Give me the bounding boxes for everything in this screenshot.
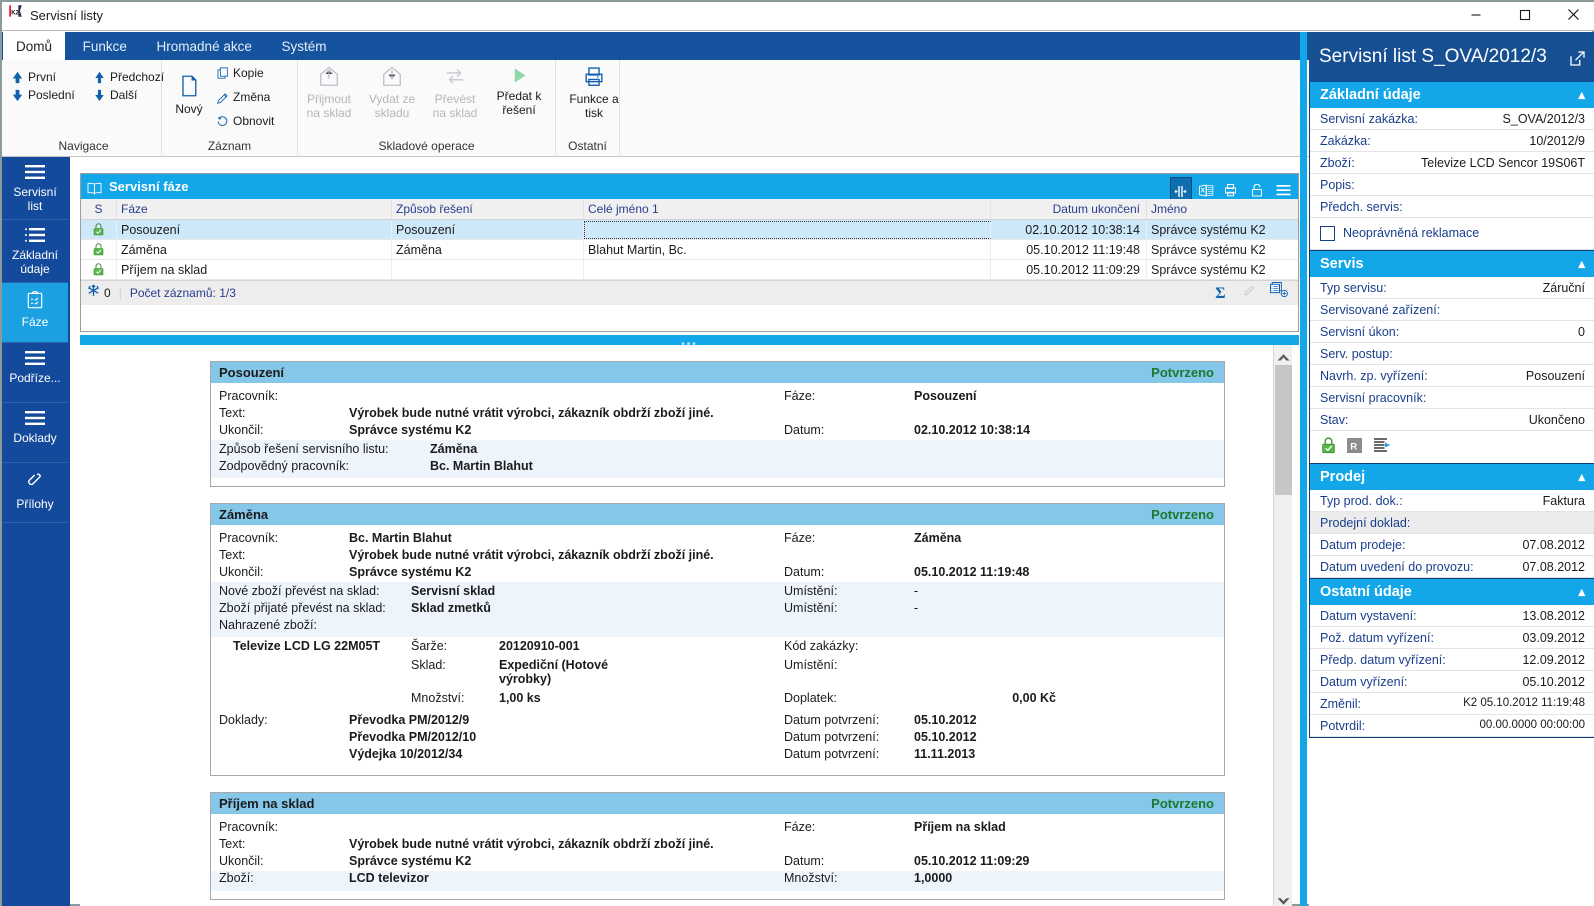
- svg-text:K2: K2: [11, 10, 19, 16]
- svg-text:R: R: [1351, 442, 1358, 453]
